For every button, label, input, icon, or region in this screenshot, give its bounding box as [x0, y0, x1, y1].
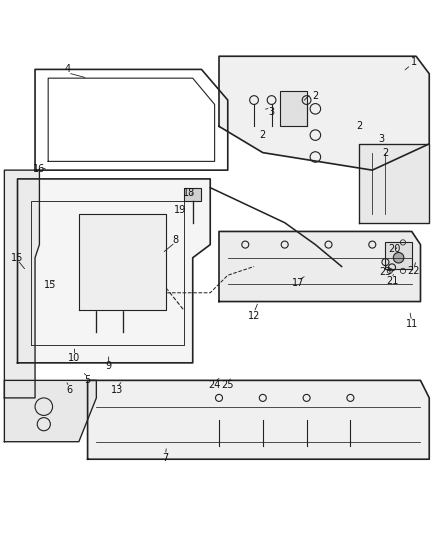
- Text: 19: 19: [174, 205, 187, 215]
- Text: 3: 3: [268, 107, 275, 117]
- Text: 20: 20: [388, 244, 400, 254]
- Text: 18: 18: [183, 188, 195, 198]
- Text: 6: 6: [66, 385, 72, 395]
- Circle shape: [110, 249, 136, 275]
- Polygon shape: [219, 56, 429, 170]
- Text: 15: 15: [44, 280, 57, 290]
- Text: 1: 1: [411, 56, 417, 67]
- Polygon shape: [88, 381, 429, 459]
- Text: 17: 17: [292, 278, 304, 288]
- Text: 25: 25: [222, 379, 234, 390]
- Text: 24: 24: [208, 379, 221, 390]
- Polygon shape: [4, 170, 39, 398]
- Text: 11: 11: [406, 319, 418, 329]
- Text: 21: 21: [386, 276, 398, 286]
- Polygon shape: [4, 381, 96, 442]
- Polygon shape: [18, 179, 210, 363]
- Circle shape: [393, 253, 404, 263]
- Bar: [385, 243, 412, 269]
- Text: 3: 3: [378, 134, 384, 144]
- Text: 2: 2: [312, 91, 318, 101]
- Text: 16: 16: [33, 164, 46, 174]
- Bar: [280, 91, 307, 126]
- Text: 4: 4: [65, 64, 71, 75]
- Text: 12: 12: [248, 311, 260, 320]
- Text: 23: 23: [379, 266, 392, 277]
- Polygon shape: [219, 231, 420, 302]
- Text: 13: 13: [111, 385, 124, 395]
- Text: 22: 22: [408, 266, 420, 276]
- Text: 2: 2: [382, 148, 389, 158]
- Bar: [96, 240, 149, 284]
- Text: 9: 9: [106, 361, 112, 372]
- Text: 10: 10: [68, 353, 81, 364]
- Text: 8: 8: [172, 235, 178, 245]
- Text: 2: 2: [356, 122, 362, 131]
- Polygon shape: [359, 144, 429, 223]
- Polygon shape: [79, 214, 166, 310]
- Text: 2: 2: [260, 130, 266, 140]
- Text: 15: 15: [11, 253, 24, 263]
- Text: 5: 5: [85, 375, 91, 384]
- Text: 7: 7: [162, 454, 169, 463]
- Bar: [184, 188, 201, 201]
